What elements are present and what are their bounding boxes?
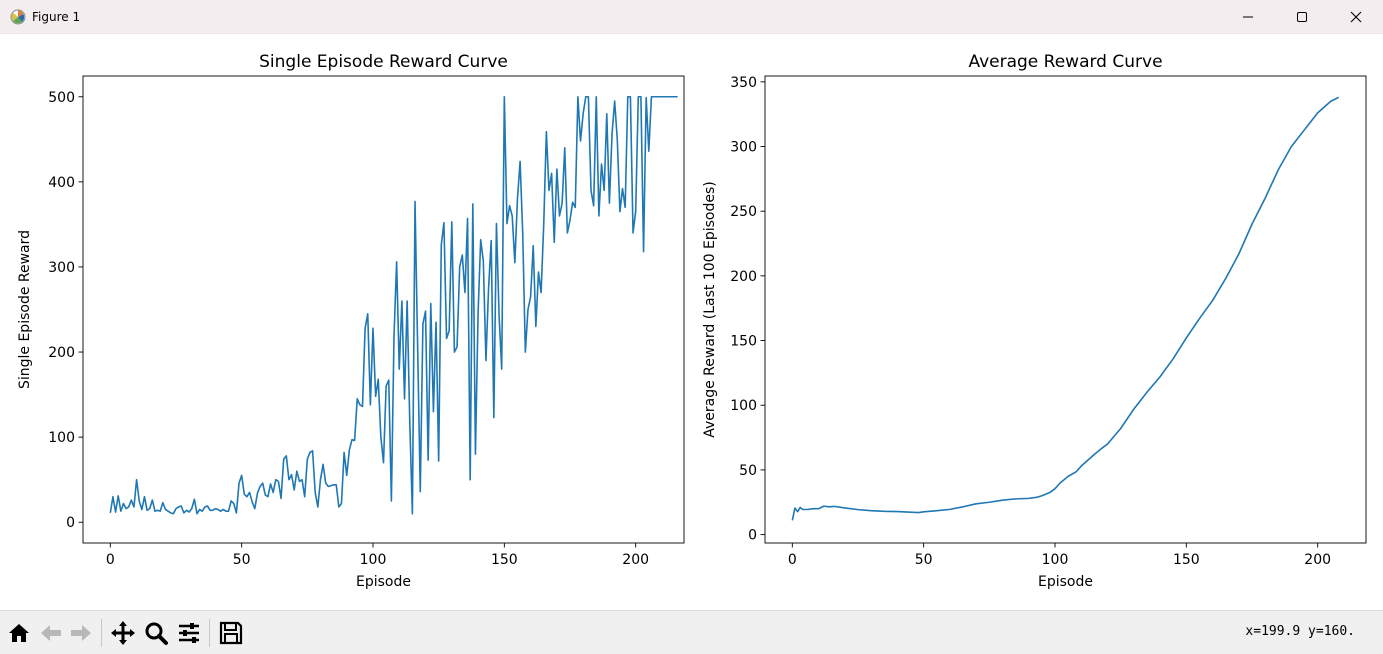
pan-icon[interactable] (110, 620, 136, 646)
y-tick-label: 0 (66, 515, 75, 531)
series-line (791, 96, 1340, 521)
y-tick-label: 250 (730, 204, 757, 220)
configure-subplots-icon[interactable] (176, 620, 202, 646)
home-icon[interactable] (6, 620, 32, 646)
cursor-coordinates: x=199.9 y=160. (1245, 624, 1355, 639)
y-tick-label: 100 (730, 398, 757, 414)
y-axis-label: Average Reward (Last 100 Episodes) (702, 181, 718, 438)
matplotlib-icon (10, 9, 26, 24)
y-tick-label: 200 (48, 345, 75, 361)
x-tick-label: 100 (1042, 552, 1069, 568)
figure-canvas[interactable]: 0 50 100 150 200 0 100 200 300 400 500 Single Episo… (0, 34, 1383, 610)
y-tick-label: 200 (730, 269, 757, 285)
y-tick-label: 300 (730, 140, 757, 156)
x-axis-label: Episode (1038, 574, 1093, 590)
left-subplot: 0 50 100 150 200 0 100 200 300 400 500 Single Episo… (17, 52, 685, 590)
close-button[interactable] (1329, 0, 1383, 33)
forward-icon[interactable] (68, 620, 94, 646)
axes-frame (764, 75, 1367, 544)
y-tick-label: 100 (48, 430, 75, 446)
minimize-button[interactable] (1221, 0, 1275, 33)
minimize-icon (1243, 16, 1253, 17)
x-tick-label: 150 (491, 552, 518, 568)
window-title: Figure 1 (32, 9, 81, 24)
y-tick-label: 300 (48, 260, 75, 276)
series-line (109, 95, 678, 515)
x-axis-label: Episode (356, 574, 411, 590)
axes-frame (82, 75, 685, 544)
close-icon (1350, 11, 1362, 22)
y-tick-label: 150 (730, 334, 757, 350)
y-tick-label: 500 (48, 90, 75, 106)
x-tick-label: 50 (233, 552, 251, 568)
zoom-icon[interactable] (143, 620, 169, 646)
x-tick-label: 150 (1173, 552, 1200, 568)
x-tick-label: 0 (106, 552, 115, 568)
chart-title: Average Reward Curve (968, 52, 1162, 72)
y-tick-label: 350 (730, 75, 757, 91)
y-axis-label: Single Episode Reward (17, 230, 33, 389)
x-tick-label: 50 (915, 552, 933, 568)
x-tick-label: 100 (360, 552, 387, 568)
maximize-icon (1297, 11, 1307, 22)
maximize-button[interactable] (1275, 0, 1329, 33)
y-tick-label: 0 (748, 528, 757, 544)
x-tick-label: 0 (788, 552, 797, 568)
y-tick-label: 400 (48, 175, 75, 191)
y-tick-label: 50 (739, 463, 757, 479)
chart-title: Single Episode Reward Curve (259, 52, 508, 72)
x-tick-label: 200 (1304, 552, 1331, 568)
back-icon[interactable] (38, 620, 64, 646)
x-tick-label: 200 (622, 552, 649, 568)
window-titlebar: Figure 1 (0, 0, 1383, 34)
right-subplot: 0 50 100 150 200 0 50 100 150 200 250 300 350 Average… (702, 52, 1367, 590)
save-icon[interactable] (218, 620, 244, 646)
navigation-toolbar: x=199.9 y=160. (0, 610, 1383, 654)
